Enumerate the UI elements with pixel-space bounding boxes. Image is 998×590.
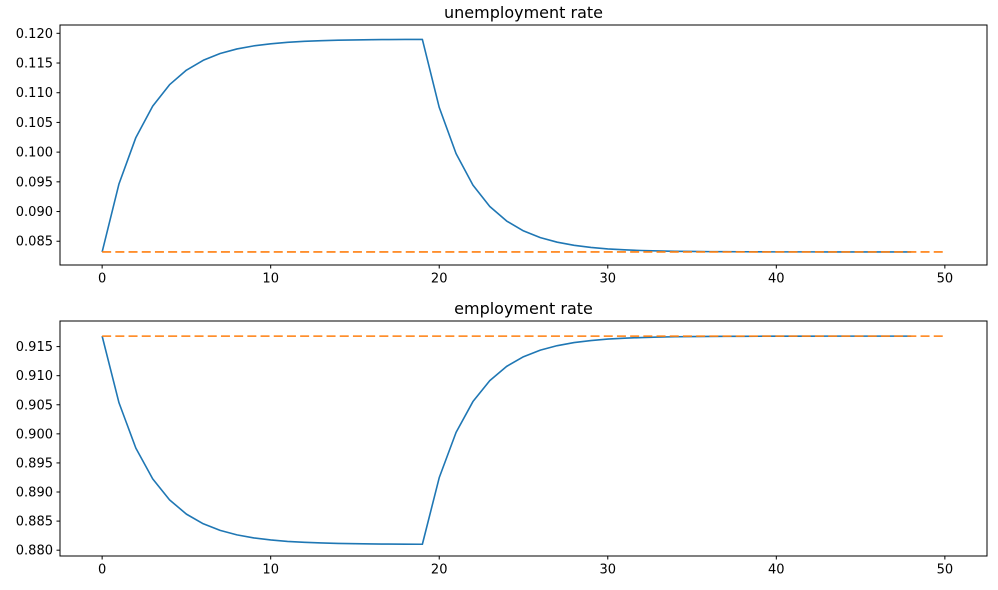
y-tick-label: 0.115 — [16, 57, 53, 72]
subplot-1-title: unemployment rate — [444, 3, 603, 22]
y-tick-label: 0.890 — [16, 486, 53, 501]
x-tick-label: 0 — [98, 272, 106, 287]
axes-spines — [59, 320, 988, 557]
y-tick-label: 0.105 — [16, 116, 53, 131]
y-tick-label: 0.095 — [16, 175, 53, 190]
x-tick-label: 10 — [262, 272, 279, 287]
y-tick-label: 0.120 — [16, 27, 53, 42]
x-tick-label: 30 — [600, 563, 617, 578]
x-tick-label: 20 — [431, 272, 448, 287]
subplot-2-title: employment rate — [454, 299, 593, 318]
y-tick-label: 0.085 — [16, 235, 53, 250]
y-tick-label: 0.900 — [16, 427, 53, 442]
x-tick-label: 10 — [262, 563, 279, 578]
y-tick-label: 0.090 — [16, 205, 53, 220]
x-tick-label: 40 — [768, 563, 785, 578]
y-tick-label: 0.895 — [16, 456, 53, 471]
y-tick-label: 0.880 — [16, 544, 53, 559]
y-tick-label: 0.910 — [16, 369, 53, 384]
series-unemployment-path — [101, 38, 912, 253]
axes-spines — [59, 24, 988, 266]
series-employment-path — [101, 335, 912, 546]
x-tick-label: 0 — [98, 563, 106, 578]
y-tick-label: 0.905 — [16, 398, 53, 413]
x-tick-label: 20 — [431, 563, 448, 578]
y-tick-label: 0.885 — [16, 515, 53, 530]
x-tick-label: 40 — [768, 272, 785, 287]
x-tick-label: 50 — [937, 272, 954, 287]
y-tick-label: 0.915 — [16, 340, 53, 355]
y-tick-label: 0.100 — [16, 146, 53, 161]
y-tick-label: 0.110 — [16, 86, 53, 101]
x-tick-label: 50 — [937, 563, 954, 578]
x-tick-label: 30 — [600, 272, 617, 287]
